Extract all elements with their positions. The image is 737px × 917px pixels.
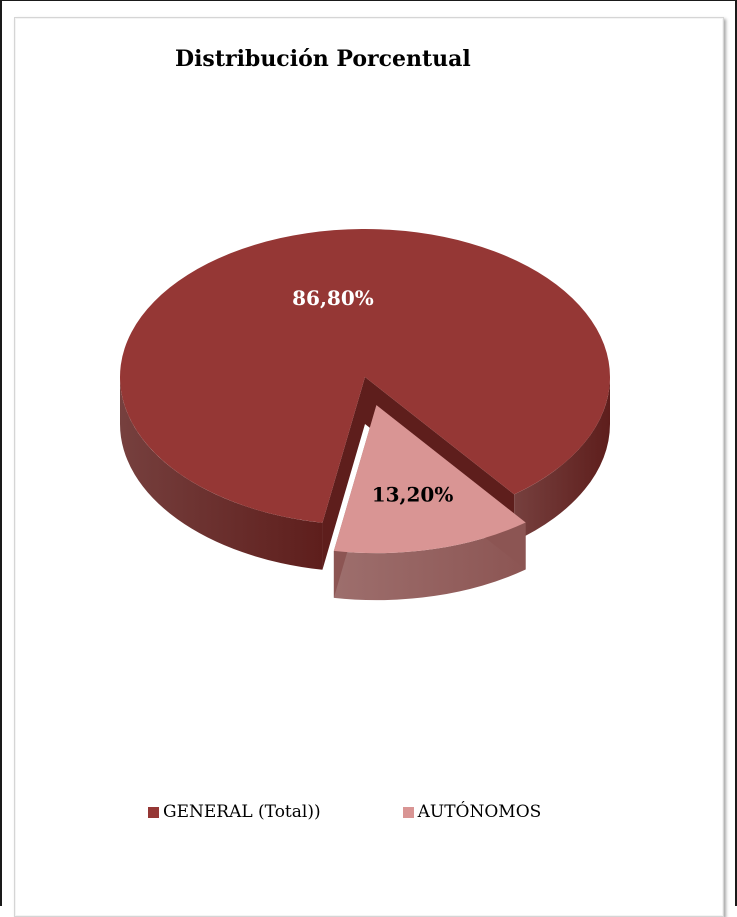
pie-label-general: 86,80% <box>292 286 374 310</box>
pie-label-autonomos: 13,20% <box>372 482 454 506</box>
legend-swatch-autonomos <box>402 806 414 818</box>
pie-slice-rim-general <box>514 377 610 542</box>
legend-label-autonomos: AUTÓNOMOS <box>417 802 542 822</box>
pie-slice-general <box>120 229 611 523</box>
pie-slice-autonomos <box>333 405 526 554</box>
legend-label-general: GENERAL (Total)) <box>163 802 321 822</box>
chart-title: Distribución Porcentual <box>175 46 471 72</box>
legend: GENERAL (Total)) AUTÓNOMOS <box>148 802 541 822</box>
pie-slice-wall-general-0 <box>322 377 365 570</box>
legend-item-autonomos: AUTÓNOMOS <box>402 802 542 822</box>
pie-labels: 86,80% 13,20% <box>292 286 453 506</box>
pie-slice-rim-general <box>120 377 323 570</box>
pie-tops <box>120 229 611 554</box>
legend-item-general: GENERAL (Total)) <box>148 802 321 822</box>
legend-swatch-general <box>148 806 159 818</box>
pie-slice-rim-autonomos <box>333 522 526 601</box>
